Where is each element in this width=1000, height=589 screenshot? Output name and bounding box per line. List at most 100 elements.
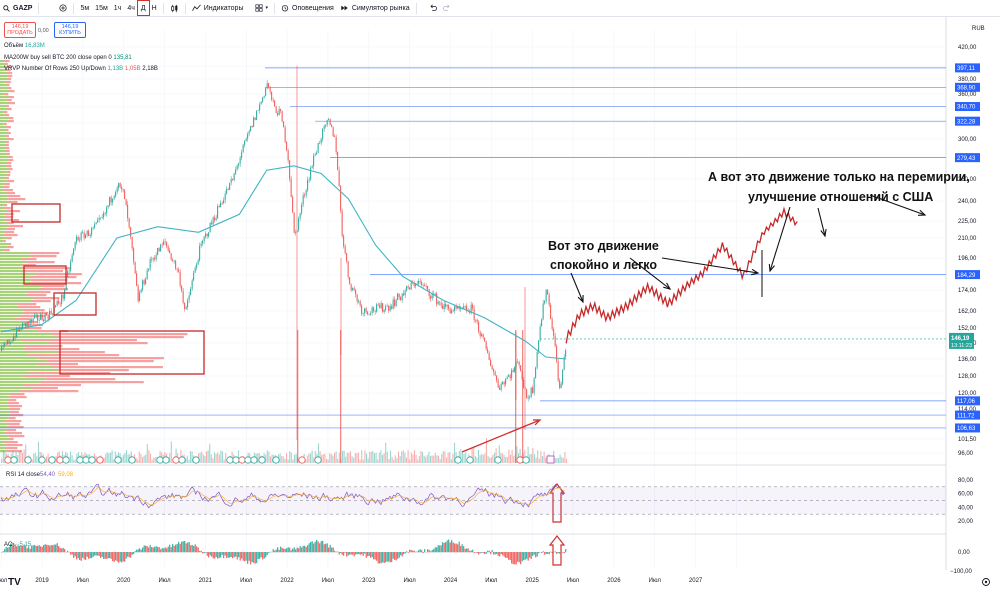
candle-body — [232, 178, 234, 181]
profile-bar-up — [0, 417, 9, 420]
candle-body — [383, 309, 385, 312]
ao-bar — [134, 551, 136, 553]
annotation-text-1-line-2: спокойно и легко — [550, 258, 657, 272]
profile-bar-down — [8, 423, 20, 426]
ao-bar — [544, 552, 546, 555]
add-symbol-button[interactable] — [56, 1, 70, 15]
profile-bar-down — [5, 444, 23, 447]
redo-button[interactable] — [440, 1, 454, 15]
profile-bar-down — [27, 261, 55, 264]
candle-body — [325, 124, 327, 126]
buy-button[interactable]: 146,19 КУПИТЬ — [54, 22, 86, 38]
interval-4h[interactable]: 4ч — [127, 4, 135, 12]
interval-15m[interactable]: 15м — [95, 4, 108, 12]
ao-bar — [182, 541, 184, 553]
profile-bar-up — [0, 243, 9, 246]
ao-bar — [377, 552, 379, 564]
symbol-search[interactable]: GAZP — [0, 1, 35, 15]
candle-body — [479, 331, 481, 337]
price-chart[interactable]: 420,00 380,00 360,00 300,00 260,00 240,00 225,… — [0, 17, 1000, 589]
ao-bar — [70, 552, 72, 555]
candle-body — [268, 83, 270, 88]
ao-bar — [160, 549, 162, 553]
price-tick: 96,00 — [958, 451, 974, 457]
profile-bar-up — [0, 177, 5, 180]
volume-bar — [543, 451, 545, 463]
profile-bar-down — [4, 63, 8, 66]
level-price-label: 279,43 — [957, 156, 976, 162]
dividend-marker — [114, 456, 122, 464]
svg-text:TV: TV — [8, 577, 21, 588]
replay-button[interactable]: Симулятор рынка — [337, 1, 413, 15]
volume-bar — [141, 457, 144, 463]
candle-body — [40, 314, 42, 320]
candle-body — [164, 241, 166, 243]
candle-body — [427, 285, 429, 290]
candle-body — [554, 335, 556, 347]
volume-bar — [418, 456, 420, 463]
volume-bar — [420, 451, 422, 463]
sell-button[interactable]: 146,19 ПРОДАТЬ — [4, 22, 36, 38]
profile-bar-down — [8, 159, 14, 162]
interval-5m[interactable]: 5м — [80, 4, 90, 12]
volume-bar — [111, 450, 113, 463]
ao-bar — [562, 552, 564, 553]
ao-bar — [197, 547, 199, 553]
candle-body — [424, 284, 426, 286]
candle-body — [1, 347, 3, 351]
candle-body — [478, 321, 480, 332]
profile-bar-up — [0, 348, 24, 351]
ao-bar — [293, 547, 295, 553]
candle-body — [161, 244, 163, 246]
volume-bar — [444, 451, 446, 463]
volume-bar — [437, 455, 440, 463]
volume-bar — [135, 457, 137, 463]
ao-bar — [283, 548, 285, 553]
settings-gear-icon[interactable] — [982, 578, 990, 586]
candle-body — [95, 222, 97, 225]
ao-bar — [230, 552, 232, 558]
volume-bar — [293, 454, 296, 463]
layouts-button[interactable]: ▾ — [252, 1, 271, 15]
volume-bar — [509, 454, 512, 463]
interval-1h[interactable]: 1ч — [113, 4, 122, 12]
candle-body — [301, 204, 303, 214]
volume-bar — [389, 450, 392, 463]
candle-body — [514, 367, 516, 372]
volume-bar — [188, 459, 190, 463]
volume-bar — [145, 454, 147, 463]
volume-bar — [479, 455, 481, 463]
volume-bar — [508, 449, 510, 463]
interval-week[interactable]: Н — [151, 4, 157, 12]
ao-bar — [20, 545, 22, 553]
ao-bar — [358, 552, 360, 555]
ao-bar — [337, 551, 339, 553]
ao-bar — [206, 552, 208, 556]
ao-bar — [383, 552, 385, 564]
indicators-button[interactable]: Индикаторы — [189, 1, 247, 15]
interval-day[interactable]: Д — [136, 0, 150, 16]
chart-type-button[interactable] — [167, 1, 182, 15]
candle-body — [283, 121, 285, 128]
ao-bar — [482, 552, 484, 554]
volume-bar — [33, 453, 35, 463]
candle-body — [206, 233, 208, 237]
dividend-marker — [232, 456, 240, 464]
volume-legend[interactable]: Объём 16,83M — [4, 43, 45, 49]
volume-bar — [265, 454, 267, 463]
candle-body — [457, 306, 459, 309]
ao-bar — [155, 546, 157, 553]
ao-bar — [124, 552, 126, 562]
alerts-button[interactable]: Оповещения — [278, 1, 337, 15]
volume-bar — [175, 448, 177, 463]
candle-body — [37, 315, 39, 321]
profile-bar-down — [45, 378, 116, 381]
candle-body — [227, 188, 229, 190]
candle-body — [449, 309, 451, 314]
volume-bar — [137, 459, 139, 463]
vrvp-legend[interactable]: VRVP Number Of Rows 250 Up/Down 1,13B 1,… — [4, 66, 158, 72]
candle-body — [362, 313, 364, 314]
ma-legend[interactable]: MA200W buy sell BTC 200 close open 0 135… — [4, 55, 132, 61]
ao-bar — [389, 552, 391, 563]
undo-button[interactable] — [426, 1, 440, 15]
